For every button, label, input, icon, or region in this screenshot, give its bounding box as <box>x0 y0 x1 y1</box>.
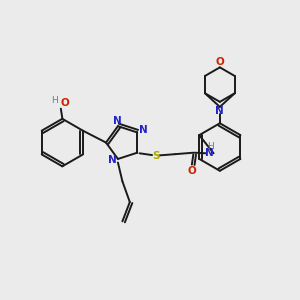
Text: O: O <box>60 98 69 108</box>
Text: O: O <box>215 57 224 67</box>
Text: N: N <box>108 155 117 166</box>
Text: S: S <box>152 151 159 161</box>
Text: O: O <box>188 166 196 176</box>
Text: N: N <box>215 106 224 116</box>
Text: N: N <box>205 148 214 158</box>
Text: N: N <box>139 125 148 135</box>
Text: H: H <box>51 96 58 105</box>
Text: N: N <box>113 116 122 126</box>
Text: H: H <box>207 142 214 151</box>
